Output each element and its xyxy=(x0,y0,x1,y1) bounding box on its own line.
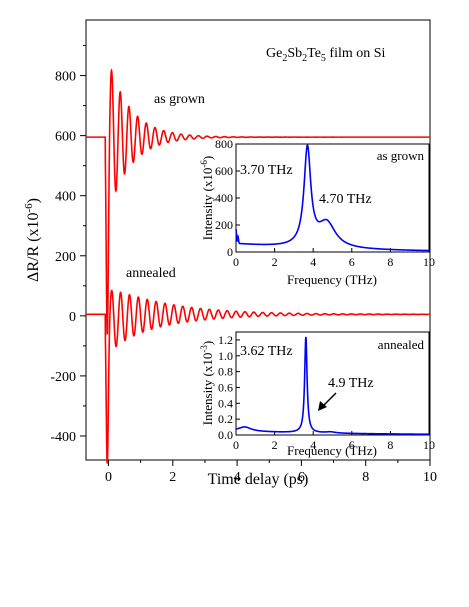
main-x-axis-label: Time delay (ps) xyxy=(208,471,309,488)
main-plot-frame xyxy=(85,19,431,461)
main-x-tick-label: 10 xyxy=(423,470,437,485)
inset-spectrum-trace xyxy=(235,143,429,252)
inset-annealed-x-axis-label: Frequency (THz) xyxy=(287,443,377,458)
inset-as-grown: 0 2 4 6 8 10 0 200 400 600 800 Frequency (THz) In… xyxy=(199,137,435,287)
peak-label-4-70: 4.70 THz xyxy=(319,192,372,207)
inset-y-tick-label: 0.2 xyxy=(218,412,233,426)
as-grown-series-label: as grown xyxy=(154,92,205,107)
main-y-tick-label: -200 xyxy=(50,370,76,385)
arrow-head-icon xyxy=(318,401,327,411)
inset-as-grown-y-axis-label: Intensity (x10-6) xyxy=(199,156,215,240)
inset-annealed-y-axis-label: Intensity (x10-3) xyxy=(199,341,215,425)
inset-y-tick-label: 1.2 xyxy=(218,333,233,347)
main-x-tick-label: 4 xyxy=(234,470,241,485)
main-x-tick-label: 2 xyxy=(169,470,176,485)
inset-as-grown-x-axis-label: Frequency (THz) xyxy=(287,272,377,287)
inset-x-tick-label: 4 xyxy=(310,438,316,452)
main-y-axis-label: ΔR/R (x10-6) xyxy=(23,198,42,282)
inset-x-tick-label: 8 xyxy=(387,255,393,269)
inset-x-tick-label: 6 xyxy=(349,255,355,269)
main-y-tick-label: 600 xyxy=(55,130,76,145)
main-x-tick-label: 0 xyxy=(105,470,112,485)
inset-y-tick-label: 400 xyxy=(215,191,233,205)
peak-label-3-62: 3.62 THz xyxy=(240,344,293,359)
inset-y-tick-label: 0 xyxy=(227,245,233,259)
inset-x-tick-label: 4 xyxy=(310,255,316,269)
annealed-trace xyxy=(86,289,431,464)
inset-x-tick-label: 8 xyxy=(387,438,393,452)
inset-spectrum-trace xyxy=(235,336,429,436)
inset-as-grown-panel-label: as grown xyxy=(377,148,425,163)
as-grown-trace xyxy=(86,68,430,335)
inset-annealed: 0 2 4 6 8 10 0.0 0.2 0.4 0.60.8 1.0 1.2 Frequency … xyxy=(199,331,435,458)
inset-x-tick-label: 0 xyxy=(233,438,239,452)
inset-y-tick-label: 800 xyxy=(215,137,233,151)
inset-y-tick-label: 0.6 xyxy=(218,380,233,394)
inset-y-tick-label: 200 xyxy=(215,218,233,232)
inset-y-tick-label: 0.0 xyxy=(218,428,233,442)
inset-x-tick-label: 10 xyxy=(423,255,435,269)
inset-x-tick-label: 2 xyxy=(272,438,278,452)
main-y-tick-label: 800 xyxy=(55,70,76,85)
main-y-tick-label: 400 xyxy=(55,190,76,205)
inset-y-tick-label: 0.4 xyxy=(218,396,233,410)
main-y-tick-label: 200 xyxy=(55,250,76,265)
inset-y-tick-label: 1.0 xyxy=(218,349,233,363)
main-x-tick-label: 8 xyxy=(362,470,369,485)
peak-label-3-70: 3.70 THz xyxy=(240,163,293,178)
inset-as-grown-series xyxy=(235,143,429,252)
inset-x-tick-label: 10 xyxy=(423,438,435,452)
film-annotation: Ge2Sb2Te5 film on Si xyxy=(266,46,386,64)
inset-annealed-panel-label: annealed xyxy=(378,337,425,352)
inset-y-tick-label: 600 xyxy=(215,164,233,178)
main-y-tick-label: -400 xyxy=(50,430,76,445)
annealed-series-label: annealed xyxy=(126,266,176,281)
inset-y-tick-label: 0.8 xyxy=(218,365,233,379)
inset-x-tick-label: 0 xyxy=(233,255,239,269)
main-y-tick-label: 0 xyxy=(69,310,76,325)
peak-label-4-9: 4.9 THz xyxy=(328,376,374,391)
inset-annealed-y-ticks: 0.0 0.2 0.4 0.60.8 1.0 1.2 xyxy=(218,333,240,442)
inset-x-tick-label: 6 xyxy=(349,438,355,452)
main-series xyxy=(86,68,431,464)
main-x-ticks: 0 2 4 6 8 10 xyxy=(105,460,437,485)
inset-as-grown-x-ticks: 0 2 4 6 8 10 xyxy=(233,248,435,269)
inset-annealed-series xyxy=(235,336,429,436)
inset-as-grown-y-ticks: 0 200 400 600 800 xyxy=(215,137,240,259)
inset-x-tick-label: 2 xyxy=(272,255,278,269)
main-x-tick-label: 6 xyxy=(298,470,305,485)
main-y-ticks: -400 -200 0 200 400 600 800 xyxy=(50,45,86,445)
arrow-shaft xyxy=(321,392,337,408)
inset-annealed-frame xyxy=(235,331,430,436)
